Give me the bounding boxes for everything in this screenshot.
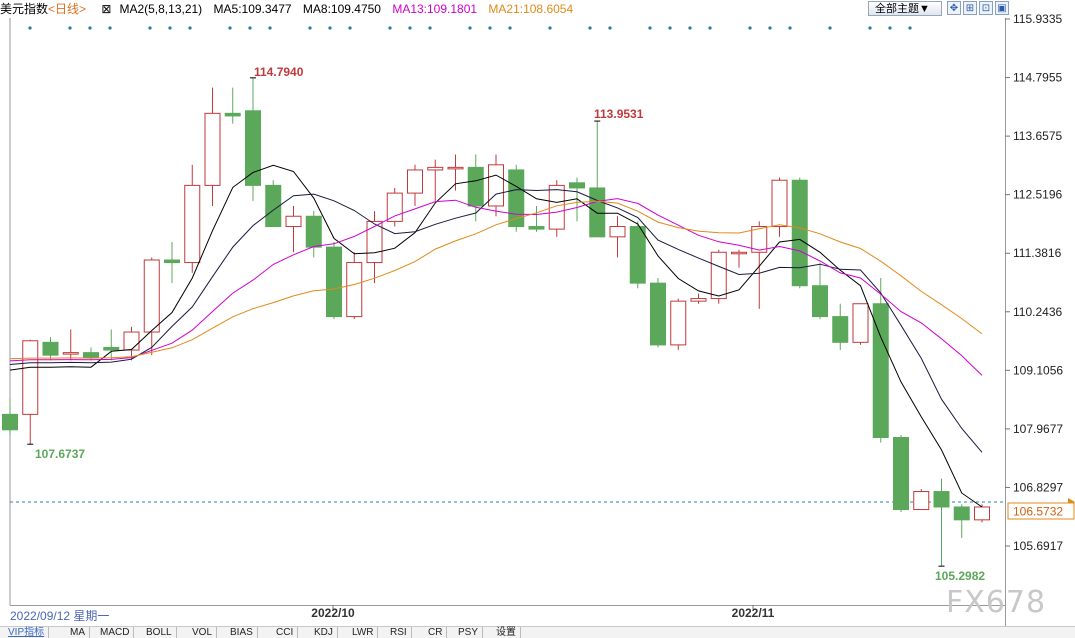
y-tick-label: 112.5196 xyxy=(1013,188,1062,202)
candle[interactable] xyxy=(974,504,990,523)
candle[interactable] xyxy=(447,154,464,191)
candle[interactable] xyxy=(204,87,221,206)
indicator-tab[interactable]: BIAS xyxy=(226,627,258,638)
candle[interactable] xyxy=(467,154,484,222)
y-tick-label: 110.2436 xyxy=(1013,305,1062,319)
cursor-date: 2022/09/12 星期一 xyxy=(10,609,110,623)
grid-icon[interactable]: ✥ xyxy=(947,1,961,15)
indicator-tab-bar: VIP指标 MA MACD BOLL VOL BIAS CCI KDJ LWR RSI CR PSY 设… xyxy=(0,626,1075,638)
indicator-tab[interactable]: LWR xyxy=(348,627,379,638)
candle[interactable] xyxy=(62,329,79,361)
ma8-value: MA8:109.4750 xyxy=(302,2,381,16)
candle[interactable] xyxy=(872,278,889,443)
candle[interactable] xyxy=(245,77,261,201)
candle[interactable] xyxy=(609,216,626,258)
x-tick-label: 2022/11 xyxy=(732,606,775,620)
candle[interactable] xyxy=(670,298,687,351)
candle[interactable] xyxy=(731,249,747,268)
candle[interactable] xyxy=(569,177,585,222)
ma5-line xyxy=(9,164,983,508)
y-tick-label: 115.9335 xyxy=(1013,12,1062,26)
candle[interactable] xyxy=(164,241,180,284)
zoom-icon[interactable]: ⊡ xyxy=(979,1,993,15)
ma21-line xyxy=(9,200,983,360)
candle[interactable] xyxy=(427,159,444,201)
candle[interactable] xyxy=(305,211,322,258)
indicator-tab[interactable]: VIP指标 xyxy=(4,627,50,638)
candle[interactable] xyxy=(285,205,302,253)
move-icon[interactable]: ⊞ xyxy=(963,1,977,15)
candle[interactable] xyxy=(22,339,39,445)
indicator-header: 美元指数<日线> ⊠ MA2(5,8,13,21) MA5:109.3477 MA… xyxy=(0,0,1075,18)
y-tick-label: 111.3816 xyxy=(1013,246,1062,260)
symbol-name: 美元指数 xyxy=(0,2,49,16)
indicator-tab[interactable]: PSY xyxy=(454,627,484,638)
annotation-low-1: 107.6737 xyxy=(35,447,85,461)
annotation-low-2: 105.2982 xyxy=(935,569,985,583)
candle[interactable] xyxy=(953,504,970,538)
ma-group-label: MA2(5,8,13,21) xyxy=(119,2,203,16)
ma13-line xyxy=(9,198,983,376)
indicator-tab[interactable]: KDJ xyxy=(310,627,338,638)
y-tick-label: 113.6575 xyxy=(1013,129,1062,143)
indicator-tab[interactable]: 设置 xyxy=(492,627,521,638)
watermark-logo: FX678 xyxy=(946,585,1047,620)
candle[interactable] xyxy=(629,221,646,289)
annotation-high-2: 113.9531 xyxy=(594,107,644,121)
theme-dropdown-button[interactable]: 全部主题▼ xyxy=(868,1,942,16)
indicator-icon[interactable]: ⊠ xyxy=(101,2,112,16)
candle[interactable] xyxy=(812,262,828,320)
candle[interactable] xyxy=(589,121,606,238)
x-tick-label: 2022/10 xyxy=(311,606,355,620)
ma5-value: MA5:109.3477 xyxy=(213,2,292,16)
candle[interactable] xyxy=(407,164,423,206)
candle[interactable] xyxy=(690,293,707,304)
candle[interactable] xyxy=(650,278,666,348)
candle[interactable] xyxy=(265,180,282,228)
candle[interactable] xyxy=(771,177,788,237)
period-selector[interactable]: <日线> xyxy=(48,2,87,16)
candle[interactable] xyxy=(933,478,950,567)
candle[interactable] xyxy=(893,434,909,513)
candle[interactable] xyxy=(386,187,403,227)
indicator-tab[interactable]: BOLL xyxy=(142,627,177,638)
candle[interactable] xyxy=(184,164,201,273)
y-tick-label: 106.8297 xyxy=(1013,480,1063,494)
y-tick-label: 105.6917 xyxy=(1013,539,1063,553)
candle[interactable] xyxy=(548,180,565,237)
candle[interactable] xyxy=(224,87,241,124)
candle[interactable] xyxy=(832,303,849,351)
ma8-line xyxy=(9,189,983,453)
indicator-tab[interactable]: VOL xyxy=(188,627,218,638)
candle[interactable] xyxy=(508,164,525,232)
ma21-value: MA21:108.6054 xyxy=(488,2,574,16)
candle[interactable] xyxy=(2,398,18,435)
candle[interactable] xyxy=(528,205,545,232)
candle[interactable] xyxy=(791,177,808,289)
indicator-tab[interactable]: MA xyxy=(66,627,90,638)
candle[interactable] xyxy=(710,249,727,304)
y-tick-label: 107.9677 xyxy=(1013,422,1063,436)
indicator-tab[interactable]: CR xyxy=(424,627,448,638)
y-tick-label: 109.1056 xyxy=(1013,363,1063,377)
candle[interactable] xyxy=(913,488,930,511)
y-tick-label: 114.7955 xyxy=(1013,71,1062,85)
annotation-high-1: 114.7940 xyxy=(254,65,304,79)
candle[interactable] xyxy=(751,221,768,309)
candle[interactable] xyxy=(852,303,869,345)
indicator-tab[interactable]: CCI xyxy=(272,627,299,638)
ma13-value: MA13:109.1801 xyxy=(392,2,478,16)
candle[interactable] xyxy=(143,257,160,356)
last-price-label: 106.5732 xyxy=(1013,505,1063,519)
window-icon[interactable]: ▣ xyxy=(995,1,1009,15)
candle[interactable] xyxy=(326,241,342,320)
indicator-tab[interactable]: RSI xyxy=(386,627,412,638)
indicator-tab[interactable]: MACD xyxy=(96,627,135,638)
